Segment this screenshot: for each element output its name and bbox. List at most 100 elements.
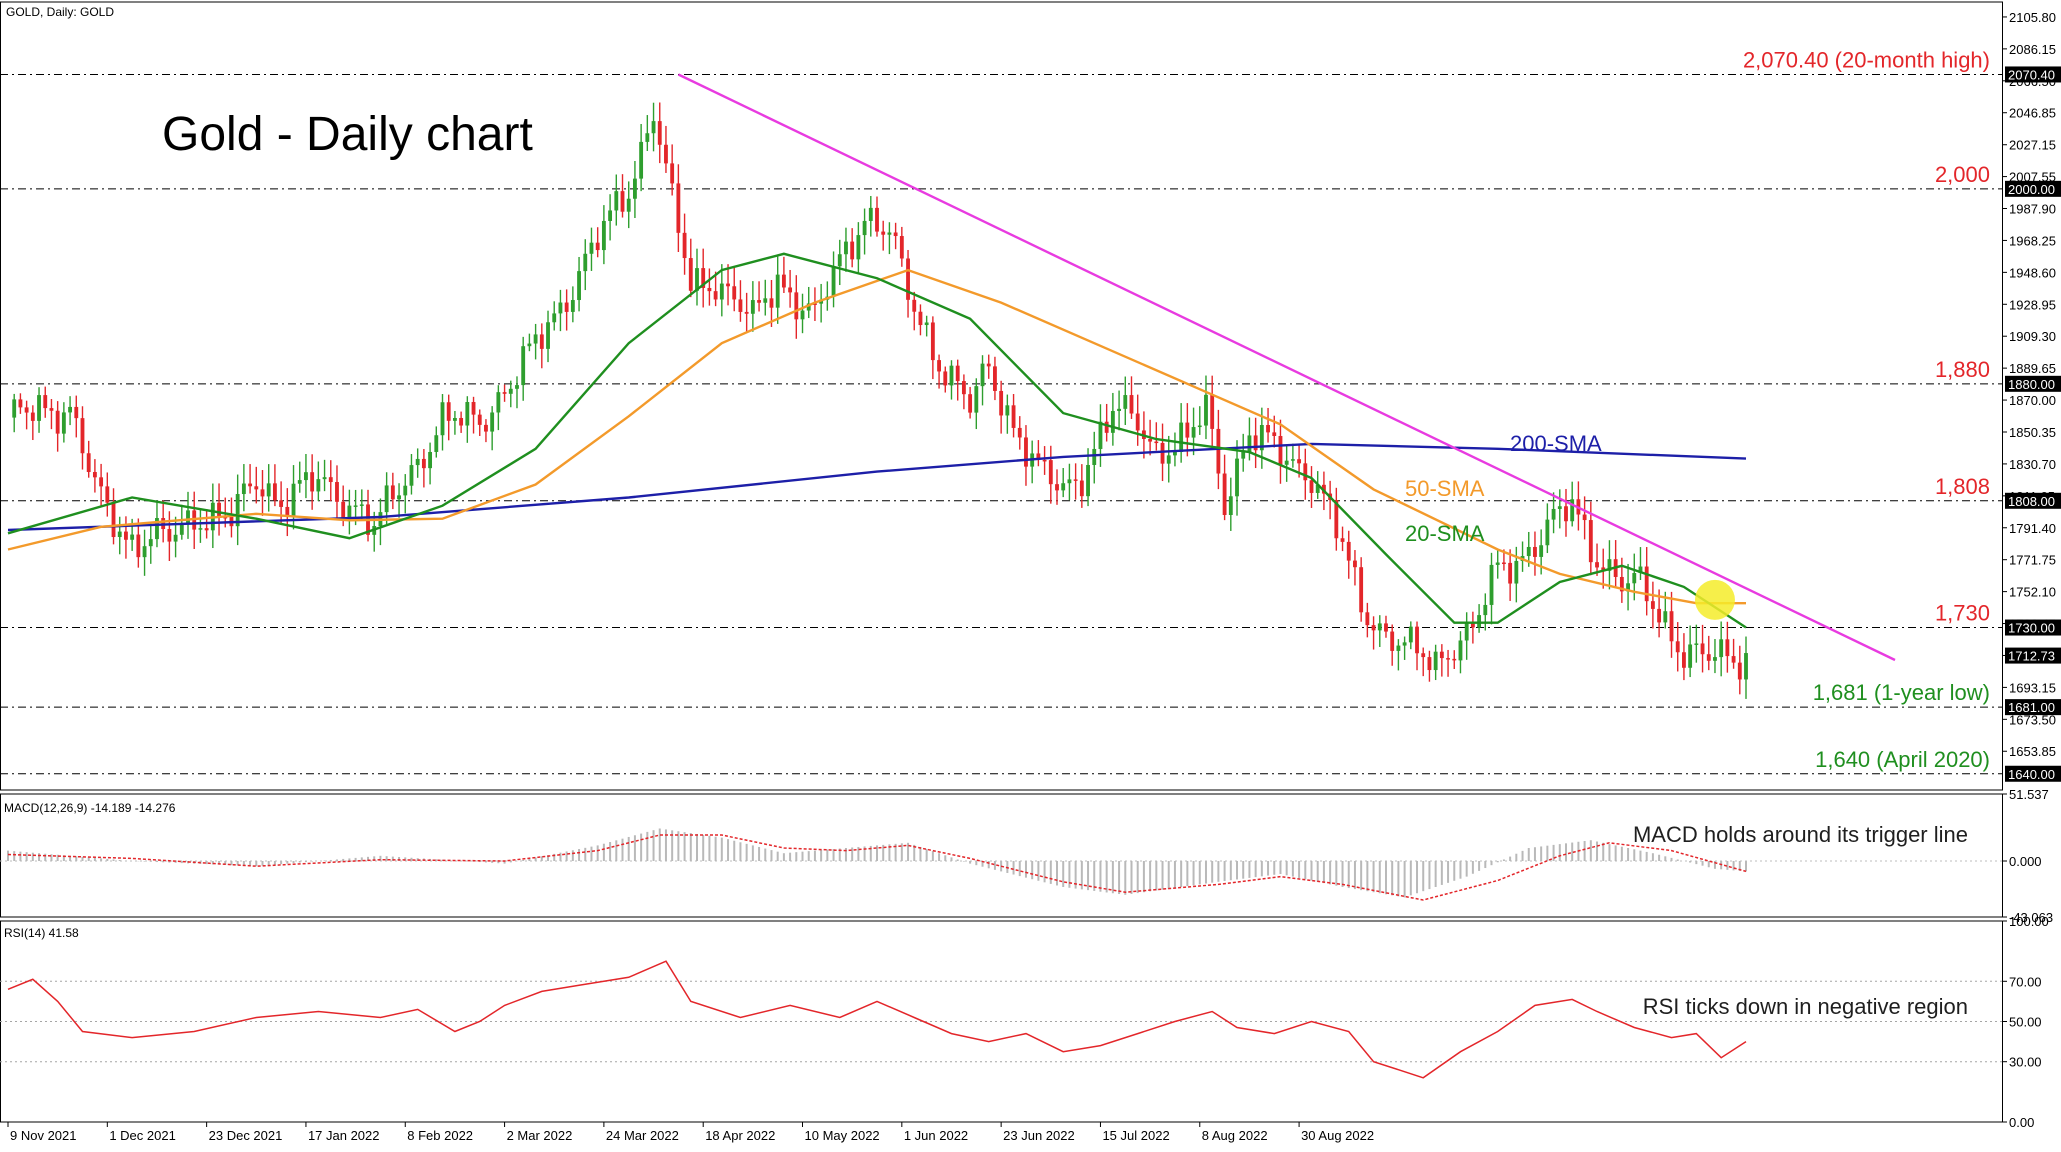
candle-bear	[43, 395, 48, 409]
candle-bull	[397, 495, 401, 500]
candle-bear	[1564, 506, 1568, 522]
candle-bull	[1632, 573, 1637, 584]
candle-bear	[1055, 484, 1059, 491]
candle-bear	[1353, 560, 1357, 568]
candle-bear	[1533, 546, 1537, 557]
price-axis-label: 2007.55	[2009, 170, 2056, 185]
candle-bear	[1706, 654, 1711, 661]
candle-bear	[986, 363, 991, 367]
rsi-axis-label: 100.00	[2009, 914, 2049, 929]
candle-bull	[1315, 484, 1320, 493]
price-axis-label: 1870.00	[2009, 393, 2056, 408]
candle-bull	[1061, 483, 1066, 491]
candle-bear	[1185, 422, 1190, 438]
candle-bear	[726, 283, 730, 287]
candle-bull	[887, 232, 892, 235]
chart-title: Gold - Daily chart	[162, 108, 533, 161]
candle-bull	[645, 133, 650, 142]
price-axis-label: 1948.60	[2009, 265, 2056, 280]
crossover-highlight	[1694, 579, 1735, 620]
candle-bull	[844, 241, 848, 255]
time-axis-label: 23 Jun 2022	[1003, 1128, 1075, 1143]
candle-bull	[241, 483, 246, 495]
candle-bear	[279, 500, 284, 507]
candle-bull	[980, 363, 985, 387]
candle-bear	[713, 291, 718, 300]
time-axis-label: 1 Dec 2021	[109, 1128, 176, 1143]
price-axis-label: 1693.15	[2009, 680, 2056, 695]
candle-bear	[1253, 435, 1258, 451]
price-axis-label: 1889.65	[2009, 361, 2056, 376]
candle-bull	[347, 505, 352, 520]
price-axis-box-label: 1712.73	[2008, 649, 2055, 664]
candle-bear	[1588, 520, 1593, 563]
candle-bull	[37, 395, 41, 421]
candle-bear	[657, 121, 662, 145]
candle-bear	[769, 298, 774, 308]
candle-bull	[546, 322, 550, 349]
candle-bull	[1290, 459, 1295, 461]
candle-bear	[49, 408, 54, 411]
price-axis-label: 2027.15	[2009, 138, 2056, 153]
candle-bear	[620, 191, 625, 212]
candle-bull	[1514, 560, 1519, 584]
candle-bear	[1036, 453, 1041, 460]
candle-bear	[459, 417, 464, 426]
level-label: 1,681 (1-year low)	[1813, 680, 1990, 705]
candle-bear	[732, 286, 737, 300]
candle-bull	[508, 388, 513, 394]
candle-bear	[968, 394, 973, 413]
symbol-label: GOLD, Daily: GOLD	[6, 5, 114, 19]
candle-bear	[918, 311, 923, 326]
candle-bear	[1619, 576, 1624, 592]
time-axis-label: 8 Feb 2022	[407, 1128, 473, 1143]
candle-bull	[1477, 615, 1482, 628]
candle-bull	[570, 300, 575, 312]
price-axis-label: 1791.40	[2009, 521, 2056, 536]
candle-bear	[676, 183, 681, 233]
candle-bull	[868, 207, 873, 221]
candle-bear	[875, 207, 879, 232]
candle-bull	[384, 485, 389, 513]
price-axis-label: 1987.90	[2009, 202, 2056, 217]
candle-bear	[1508, 562, 1513, 584]
candle-bear	[124, 531, 128, 540]
candle-bull	[862, 220, 867, 236]
rsi-header: RSI(14) 41.58	[4, 926, 79, 940]
level-label: 1,808	[1935, 474, 1990, 499]
candle-bear	[1079, 480, 1084, 497]
candle-bear	[1415, 626, 1419, 654]
candle-bear	[30, 412, 35, 421]
candle-bear	[390, 485, 395, 500]
macd-axis-label: -43.063	[2009, 910, 2053, 925]
candle-bull	[1067, 479, 1072, 484]
price-axis-label: 1771.75	[2009, 553, 2056, 568]
candle-bull	[316, 479, 321, 492]
candle-bull	[533, 334, 538, 344]
candle-bull	[12, 399, 17, 418]
candle-bear	[912, 299, 917, 312]
candle-bull	[1005, 405, 1010, 416]
candle-bear	[781, 274, 786, 288]
price-axis-label: 2046.85	[2009, 106, 2056, 121]
candle-bear	[794, 292, 799, 320]
candle-bull	[750, 300, 755, 314]
candle-bear	[105, 486, 110, 503]
candle-bull	[527, 343, 532, 347]
candle-bear	[1024, 437, 1028, 467]
candle-bear	[664, 144, 668, 164]
candle-bear	[1104, 421, 1109, 433]
candle-bear	[1371, 625, 1376, 631]
candle-bull	[465, 402, 470, 426]
candle-bull	[428, 451, 433, 469]
candle-bull	[1235, 458, 1239, 497]
level-label: 1,640 (April 2020)	[1815, 747, 1990, 772]
candle-bear	[1042, 459, 1047, 462]
candle-bull	[1539, 545, 1544, 557]
candle-bear	[1073, 479, 1078, 481]
candle-bear	[310, 472, 315, 492]
candle-bear	[1731, 656, 1736, 663]
macd-axis-label: 0.000	[2009, 854, 2042, 869]
candle-bear	[223, 516, 228, 519]
